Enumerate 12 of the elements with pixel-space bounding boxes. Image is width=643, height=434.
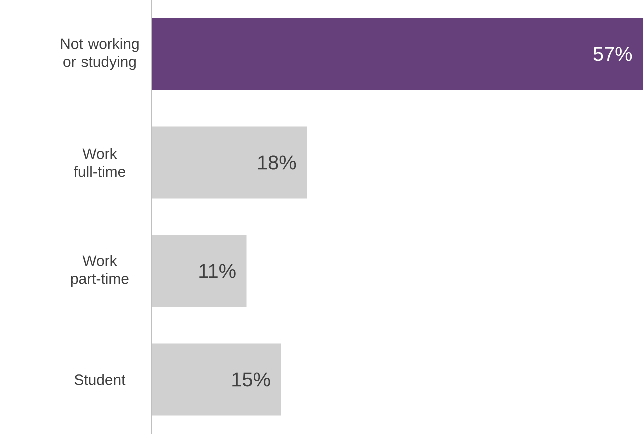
y-tick-label: Work full-time — [74, 148, 126, 178]
y-tick-label: Work part-time — [71, 255, 129, 288]
bar — [152, 344, 282, 416]
y-tick-label: Student — [74, 374, 126, 386]
data-label: 18% — [258, 156, 296, 170]
bar — [152, 126, 308, 199]
bar — [152, 18, 643, 90]
data-label: 57% — [594, 47, 632, 62]
bar — [152, 235, 247, 308]
data-label: 11% — [200, 264, 236, 278]
y-tick-label: Not working or studying — [61, 38, 139, 70]
data-label: 15% — [232, 372, 270, 387]
